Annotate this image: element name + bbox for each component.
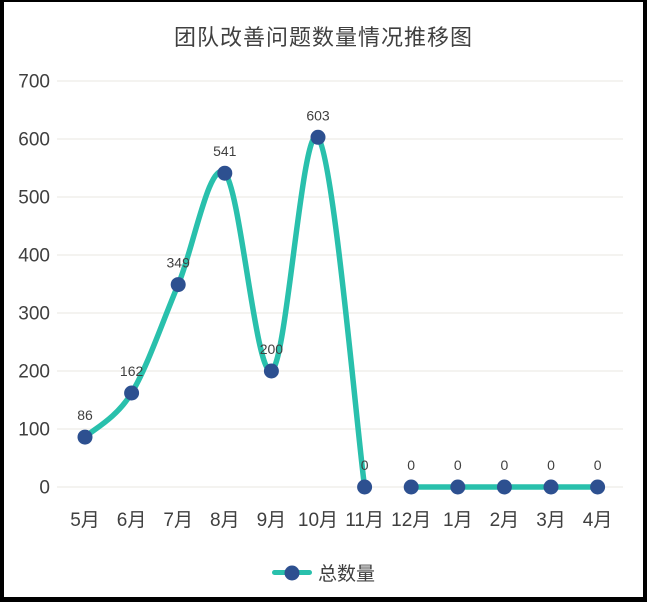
x-axis-label: 10月 [298, 510, 338, 531]
y-axis-tick-label: 300 [18, 304, 50, 325]
data-point-label: 349 [167, 255, 191, 271]
data-point-marker [403, 479, 419, 495]
data-point-label: 200 [260, 341, 284, 357]
data-point-marker [170, 277, 186, 293]
series-line [82, 133, 368, 490]
data-point-label: 603 [306, 107, 330, 123]
x-axis-label: 7月 [163, 510, 193, 531]
data-point-marker [77, 429, 93, 445]
data-point-marker [543, 479, 559, 495]
legend-marker-icon [284, 565, 300, 580]
legend-series-label: 总数量 [317, 564, 375, 585]
x-axis-label: 11月 [345, 510, 384, 531]
chart-title: 团队改善问题数量情况推移图 [173, 25, 473, 50]
x-axis-label: 3月 [536, 510, 566, 531]
data-point-label: 0 [407, 457, 415, 473]
data-point-marker [263, 363, 279, 379]
y-axis-tick-label: 200 [18, 362, 50, 383]
y-axis-tick-label: 400 [18, 246, 50, 267]
data-point-marker [124, 385, 140, 401]
x-axis-label: 2月 [490, 510, 520, 531]
x-axis-label: 1月 [443, 510, 473, 531]
y-axis-tick-label: 700 [18, 72, 50, 93]
x-axis-label: 8月 [210, 510, 240, 531]
y-axis-tick-label: 600 [18, 130, 50, 151]
x-axis-label: 6月 [117, 510, 147, 531]
data-point-label: 86 [77, 407, 93, 423]
y-axis-tick-label: 0 [39, 478, 50, 499]
data-point-label: 0 [594, 457, 602, 473]
legend-line-icon [271, 565, 312, 580]
data-point-marker [590, 479, 606, 495]
y-axis-tick-label: 100 [18, 420, 50, 441]
data-point-label: 0 [501, 457, 509, 473]
x-axis-label: 5月 [70, 510, 100, 531]
data-point-label: 0 [547, 457, 555, 473]
data-point-marker [450, 479, 466, 495]
legend: 总数量 [4, 559, 643, 586]
data-point-label: 0 [454, 457, 462, 473]
data-point-marker [357, 479, 373, 495]
x-axis-label: 12月 [391, 510, 431, 531]
data-point-label: 0 [361, 457, 369, 473]
y-axis-tick-label: 500 [18, 188, 50, 209]
x-axis-label: 9月 [257, 510, 287, 531]
x-axis-label: 4月 [583, 510, 613, 531]
data-point-label: 162 [120, 363, 144, 379]
line-chart-canvas: 0 100 200 300 400 500 600 700 5月 6月 7月 8月 9月 10月 11月 12… [18, 72, 623, 531]
data-point-marker [217, 165, 233, 181]
data-point-marker [310, 129, 326, 145]
data-point-label: 541 [213, 143, 237, 159]
data-point-marker [496, 479, 512, 495]
